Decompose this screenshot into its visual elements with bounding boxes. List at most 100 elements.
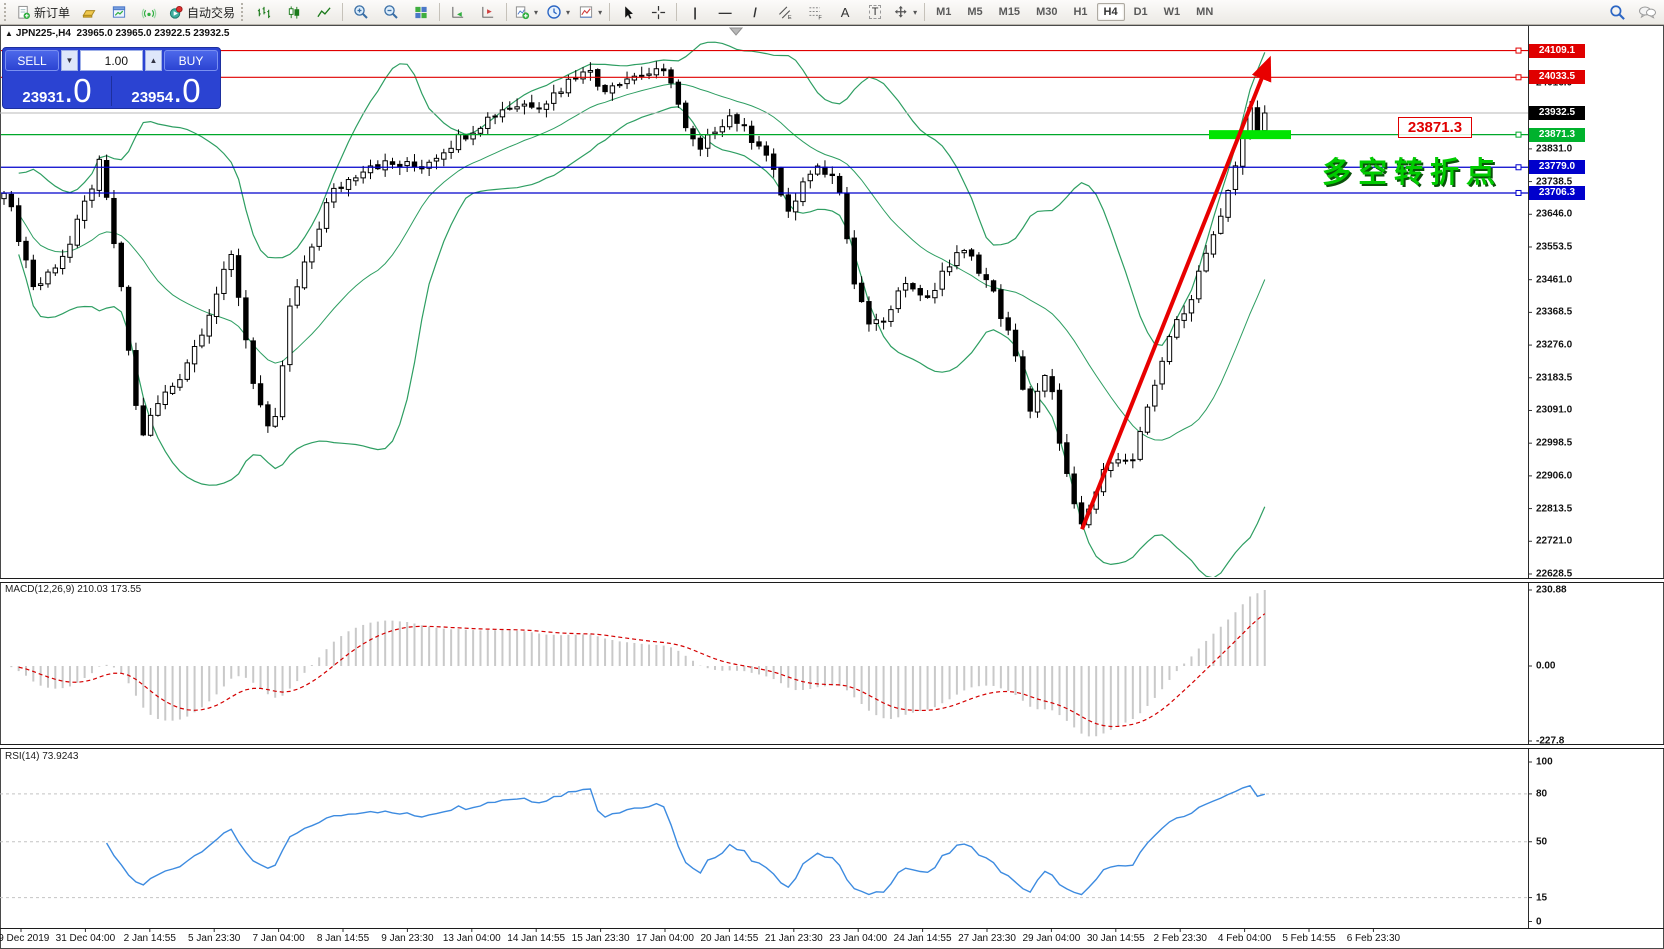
vertical-line-icon: | (693, 4, 697, 20)
vertical-line-button[interactable]: | (680, 1, 710, 24)
toolbar-grip (4, 3, 10, 21)
templates-button[interactable]: ▾ (574, 1, 606, 24)
crosshair-button[interactable] (643, 1, 673, 24)
macd-panel[interactable] (4, 589, 1266, 737)
time-axis-label: 20 Jan 14:55 (700, 933, 759, 944)
candlestick-chart-button[interactable] (279, 1, 309, 24)
toolbar-separator (676, 3, 678, 21)
candlestick-chart-icon (288, 5, 300, 19)
auto-scroll-button[interactable] (443, 1, 473, 24)
volume-up-button[interactable]: ▲ (145, 50, 162, 71)
timeframe-m15[interactable]: M15 (998, 6, 1021, 18)
time-axis-label: 31 Dec 04:00 (55, 933, 116, 944)
text-label-button[interactable]: T (860, 1, 890, 24)
bar-chart-button[interactable] (249, 1, 279, 24)
price-tick-label: 23368.5 (1536, 306, 1573, 318)
trend-arrow[interactable] (1080, 55, 1272, 530)
timeframe-w1[interactable]: W1 (1163, 6, 1181, 18)
time-axis-label: 30 Jan 14:55 (1086, 933, 1145, 944)
cursor-button[interactable] (613, 1, 643, 24)
main-price-panel[interactable] (0, 41, 1528, 578)
timeframe-m5[interactable]: M5 (967, 6, 983, 18)
turning-point-text[interactable]: 多空转折点 (1322, 157, 1503, 189)
auto-trading-icon (169, 5, 183, 19)
price-tick-label: 22721.0 (1536, 535, 1573, 547)
timeframe-h1[interactable]: H1 (1073, 6, 1088, 18)
toolbar-separator (924, 3, 926, 21)
equidistant-channel-button[interactable]: E (770, 1, 800, 24)
green-highlight-segment[interactable] (1209, 130, 1291, 140)
chat-icon (1638, 6, 1656, 19)
time-axis-label: 2 Feb 23:30 (1153, 933, 1207, 944)
horizontal-level-lines[interactable] (1, 47, 1528, 196)
tile-windows-button[interactable] (406, 1, 436, 24)
timeframe-m1[interactable]: M1 (936, 6, 952, 18)
buy-button[interactable]: BUY (164, 50, 218, 71)
fibonacci-icon: F (808, 6, 822, 20)
rsi-panel-divider[interactable] (0, 744, 1664, 749)
market-depth-icon (82, 9, 96, 18)
auto-trading-button[interactable]: 自动交易 (164, 1, 239, 24)
add-indicator-button[interactable]: ▾ (510, 1, 542, 24)
price-badge: 23932.5 (1529, 106, 1585, 120)
time-axis-label: 8 Jan 14:55 (316, 933, 370, 944)
macd-main-value: 210.03 (77, 584, 108, 595)
horizontal-line-button[interactable]: — (710, 1, 740, 24)
trendline-button[interactable]: / (740, 1, 770, 24)
chat-button[interactable] (1632, 1, 1662, 24)
sell-price[interactable]: 23931.0 (3, 74, 111, 107)
price-axis-border (1528, 26, 1529, 928)
text-button[interactable]: A (830, 1, 860, 24)
zoom-out-icon (384, 5, 398, 19)
time-axis-label: 14 Jan 14:55 (507, 933, 566, 944)
time-axis-label: 9 Jan 23:30 (381, 933, 434, 944)
search-button[interactable] (1602, 1, 1632, 24)
timeframe-m30[interactable]: M30 (1036, 6, 1058, 18)
bollinger-middle-band (18, 83, 1266, 441)
timeframe-mn[interactable]: MN (1196, 6, 1214, 18)
rsi-panel[interactable] (0, 784, 1528, 899)
toolbar-separator (342, 3, 344, 21)
zoom-out-button[interactable] (376, 1, 406, 24)
open-chart-button[interactable] (104, 1, 134, 24)
symbol-header: ▲ JPN225-,H4 23965.0 23965.0 23922.5 2393… (5, 28, 229, 39)
trendline-icon: / (753, 4, 757, 20)
fibonacci-button[interactable]: F (800, 1, 830, 24)
chart-shift-button[interactable] (473, 1, 503, 24)
volume-input[interactable] (80, 50, 143, 71)
candlestick-series (1, 61, 1268, 529)
price-tick-label: 23183.5 (1536, 372, 1573, 384)
price-annotation-box[interactable]: 23871.3 (1398, 117, 1472, 138)
new-order-button[interactable]: 新订单 (12, 1, 74, 24)
bar-chart-icon (257, 6, 271, 18)
sell-button[interactable]: SELL (5, 50, 59, 71)
timeframe-h4[interactable]: H4 (1096, 3, 1125, 21)
svg-text:E: E (787, 15, 791, 20)
price-tick-label: 23553.5 (1536, 241, 1573, 253)
timeframe-d1[interactable]: D1 (1133, 6, 1148, 18)
macd-panel-divider[interactable] (0, 578, 1664, 583)
time-axis-label: 6 Feb 23:30 (1346, 933, 1401, 944)
macd-label: MACD(12,26,9) 210.03 173.55 (5, 584, 141, 595)
time-axis-label: 13 Jan 04:00 (442, 933, 501, 944)
time-axis-border (0, 928, 1664, 929)
toolbar-right-group (1602, 1, 1662, 24)
price-tick-label: 22628.5 (1536, 568, 1573, 580)
level-line-handle (1515, 164, 1522, 171)
market-depth-button[interactable] (74, 1, 104, 24)
line-chart-button[interactable] (309, 1, 339, 24)
chart-shift-marker[interactable] (728, 27, 744, 36)
toolbar-separator (609, 3, 611, 21)
volume-down-button[interactable]: ▼ (61, 50, 78, 71)
zoom-in-button[interactable] (346, 1, 376, 24)
time-axis-label: 5 Jan 23:30 (188, 933, 241, 944)
signals-button[interactable] (134, 1, 164, 24)
periods-button[interactable]: ▾ (542, 1, 574, 24)
symbol-name: JPN225-,H4 (15, 28, 71, 39)
collapse-marker-icon[interactable]: ▲ (5, 29, 13, 38)
buy-price[interactable]: 23954.0 (111, 74, 220, 107)
arrows-shapes-button[interactable]: ▾ (890, 1, 921, 24)
rsi-tick-label: 50 (1536, 836, 1548, 848)
rsi-line (105, 784, 1265, 896)
